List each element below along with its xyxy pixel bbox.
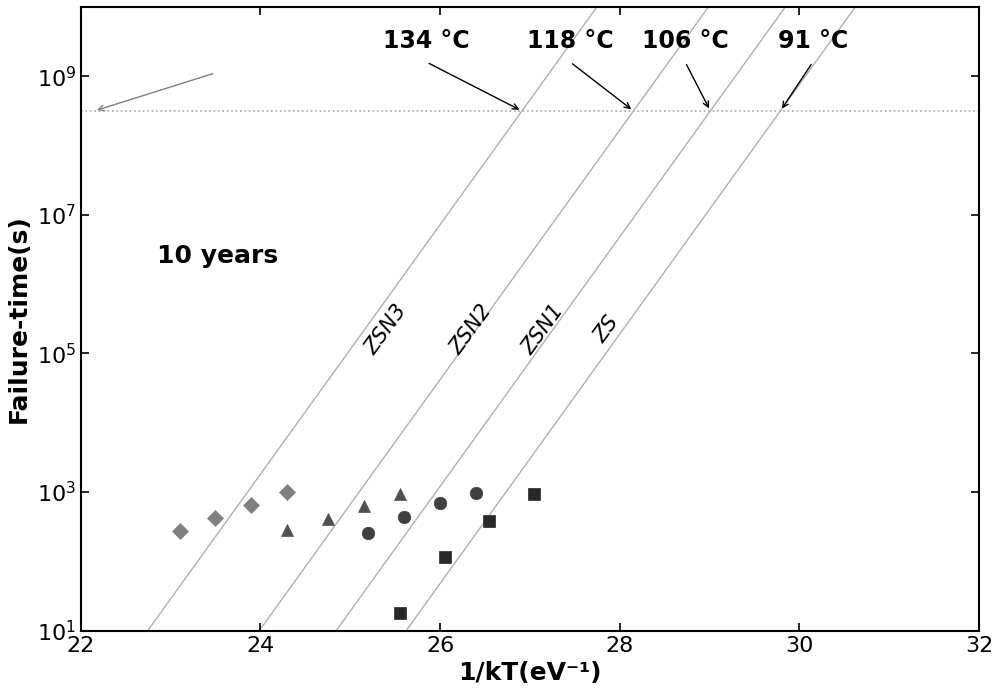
Y-axis label: Failure-time(s): Failure-time(s) bbox=[7, 215, 31, 424]
Text: ZS: ZS bbox=[590, 312, 622, 346]
Text: 118 °C: 118 °C bbox=[527, 29, 614, 53]
Text: ZSN2: ZSN2 bbox=[447, 300, 496, 358]
X-axis label: 1/kT(eV⁻¹): 1/kT(eV⁻¹) bbox=[458, 661, 602, 685]
Text: 10 years: 10 years bbox=[157, 244, 278, 268]
Text: ZSN3: ZSN3 bbox=[361, 300, 411, 358]
Text: 134 °C: 134 °C bbox=[383, 29, 470, 53]
Text: 106 °C: 106 °C bbox=[642, 29, 729, 53]
Text: 91 °C: 91 °C bbox=[778, 29, 848, 53]
Text: ZSN1: ZSN1 bbox=[519, 300, 568, 358]
